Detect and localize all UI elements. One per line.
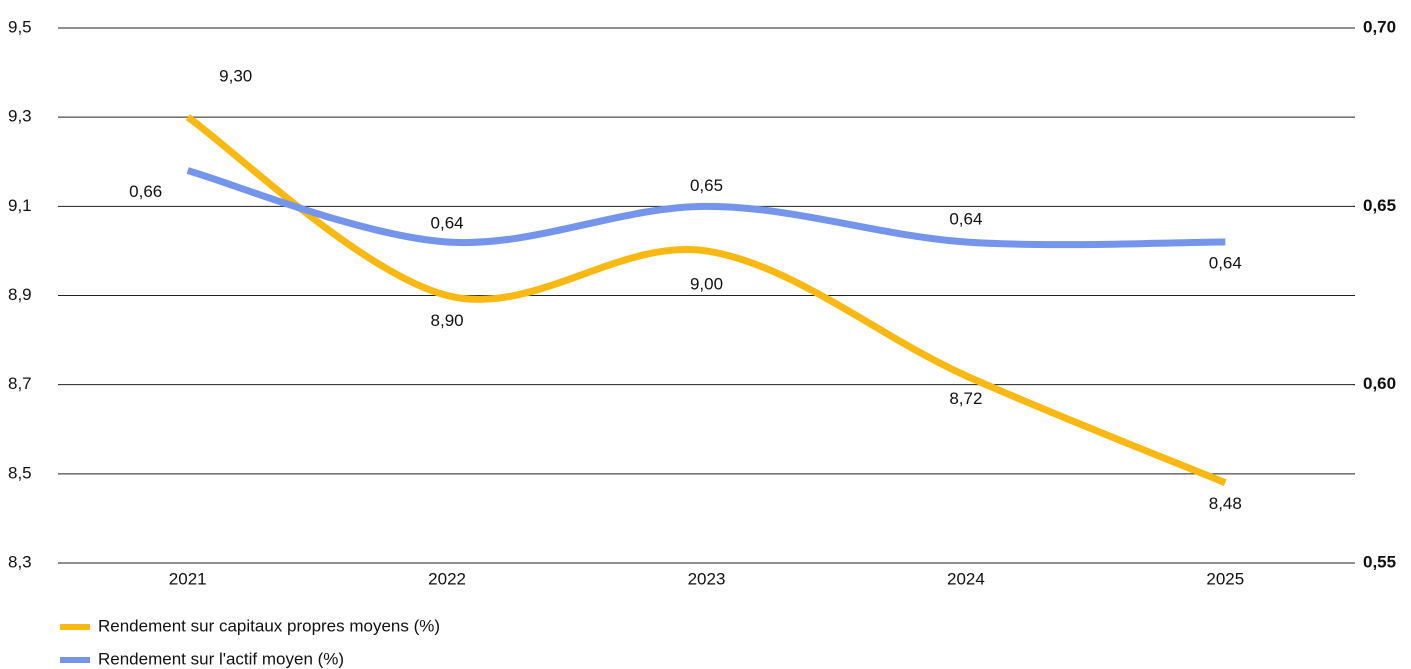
- y2-tick-label: 0,55: [1363, 552, 1396, 571]
- x-tick-label: 2021: [169, 569, 207, 588]
- y-tick-label: 9,5: [8, 17, 32, 36]
- y-tick-label: 8,5: [8, 463, 32, 482]
- x-tick-label: 2024: [947, 569, 985, 588]
- y2-tick-label: 0,65: [1363, 196, 1396, 215]
- x-tick-label: 2022: [428, 569, 466, 588]
- legend-swatch: [60, 624, 90, 630]
- y2-tick-label: 0,70: [1363, 17, 1396, 36]
- legend-label: Rendement sur capitaux propres moyens (%…: [98, 616, 440, 635]
- data-label: 9,00: [690, 274, 723, 293]
- x-tick-label: 2023: [688, 569, 726, 588]
- data-label: 0,64: [431, 213, 464, 232]
- y-tick-label: 8,3: [8, 552, 32, 571]
- y-tick-label: 9,3: [8, 107, 32, 126]
- y2-tick-label: 0,60: [1363, 374, 1396, 393]
- data-label: 0,64: [949, 209, 982, 228]
- y-tick-label: 8,9: [8, 285, 32, 304]
- data-label: 0,64: [1209, 253, 1242, 272]
- y-tick-label: 9,1: [8, 196, 32, 215]
- data-label: 8,90: [431, 311, 464, 330]
- data-label: 8,48: [1209, 494, 1242, 513]
- data-label: 9,30: [219, 67, 252, 86]
- data-label: 0,66: [129, 182, 162, 201]
- x-tick-label: 2025: [1206, 569, 1244, 588]
- data-label: 8,72: [949, 389, 982, 408]
- series-line: [186, 167, 1226, 249]
- data-label: 0,65: [690, 176, 723, 195]
- legend-label: Rendement sur l'actif moyen (%): [98, 649, 344, 668]
- legend-swatch: [60, 657, 90, 663]
- series-line: [185, 114, 1227, 486]
- y-tick-label: 8,7: [8, 374, 32, 393]
